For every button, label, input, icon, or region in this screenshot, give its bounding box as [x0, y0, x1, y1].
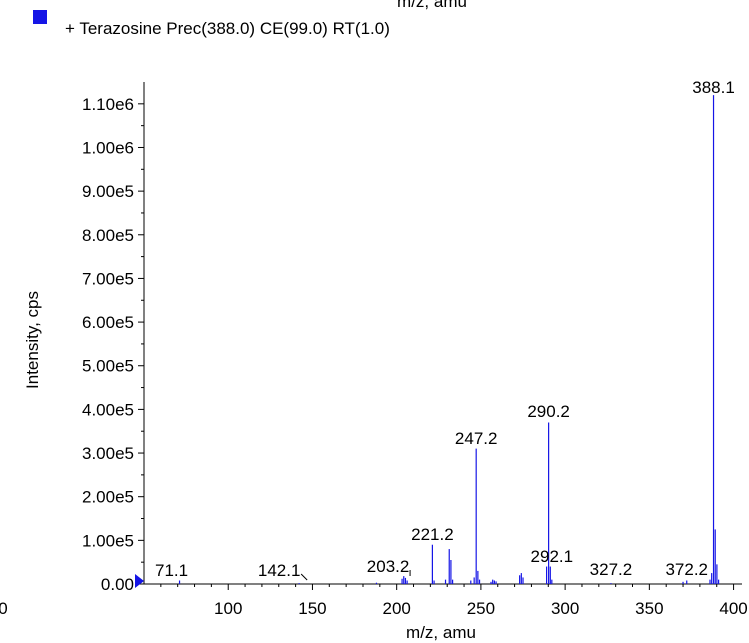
x-tick-label: 100: [214, 599, 242, 618]
x-tick-label: 400: [719, 599, 747, 618]
baseline-marker-icon: [135, 574, 144, 588]
y-tick-label: 1.00e5: [82, 531, 134, 550]
y-axis-label: Intensity, cps: [23, 291, 42, 389]
peak-label: 372.2: [665, 560, 708, 579]
peak-label: 247.2: [455, 429, 498, 448]
y-tick-label: 4.00e5: [82, 400, 134, 419]
x-tick-label: 150: [298, 599, 326, 618]
y-tick-label: 2.00e5: [82, 488, 134, 507]
peak-label: 292.1: [531, 547, 574, 566]
axes: [143, 82, 742, 585]
x-tick-label: 0: [0, 599, 8, 618]
y-tick-label: 1.00e6: [82, 138, 134, 157]
y-tick-label: 0.00: [101, 575, 134, 594]
y-ticks: 0.00 1.00e5 2.00e5 3.00e5 4.00e5 5.00e5 6.00e5…: [82, 95, 144, 594]
peak-label: 327.2: [590, 560, 633, 579]
x-tick-label: 250: [467, 599, 495, 618]
legend-text: + Terazosine Prec(388.0) CE(99.0) RT(1.0…: [65, 19, 390, 38]
spectrum-peaks: [178, 95, 720, 584]
peak-label: 142.1: [258, 561, 301, 580]
peak-label: 71.1: [155, 561, 188, 580]
peak-label-leader: [300, 573, 308, 581]
peak-label: 290.2: [527, 402, 570, 421]
y-tick-label: 6.00e5: [82, 313, 134, 332]
y-tick-label: 8.00e5: [82, 226, 134, 245]
x-ticks: 0 100 150 200 250 300 350 400: [0, 584, 748, 618]
y-tick-label: 7.00e5: [82, 269, 134, 288]
peak-label: 203.2: [367, 557, 410, 576]
y-tick-label: 5.00e5: [82, 357, 134, 376]
peak-label: 221.2: [411, 525, 454, 544]
y-tick-label: 9.00e5: [82, 182, 134, 201]
legend-marker: [33, 10, 47, 24]
chart-title-partial: m/z, amu: [397, 0, 467, 11]
peak-label: 388.1: [692, 78, 735, 97]
x-axis-label: m/z, amu: [406, 623, 476, 642]
y-tick-label: 1.10e6: [82, 95, 134, 114]
x-tick-label: 350: [635, 599, 663, 618]
x-tick-label: 300: [551, 599, 579, 618]
x-tick-label: 200: [382, 599, 410, 618]
y-tick-label: 3.00e5: [82, 444, 134, 463]
